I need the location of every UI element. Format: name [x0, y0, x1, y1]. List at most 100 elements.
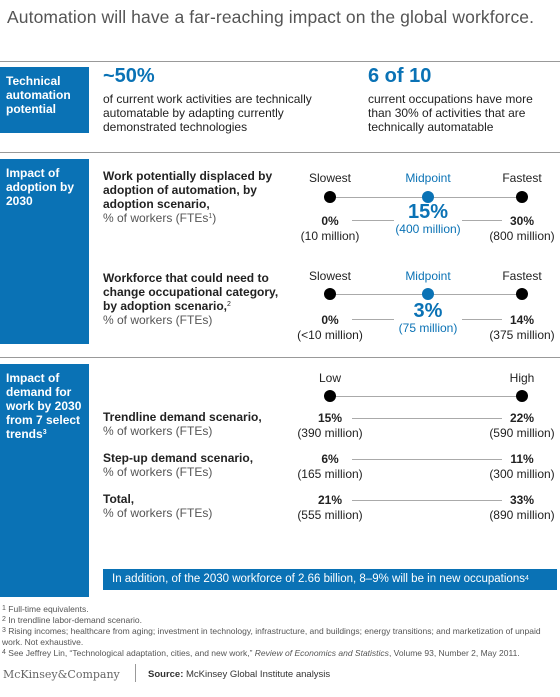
footnote-1: 1 Full-time equivalents. — [2, 604, 558, 615]
value-low-total: 21% (555 million) — [290, 493, 370, 523]
row-title-stepup: Step-up demand scenario, % of workers (F… — [103, 451, 303, 479]
value-pct: 22% — [509, 411, 535, 425]
dot-fastest — [516, 288, 528, 300]
footnote-ref: 1 — [208, 213, 213, 220]
value-count: (75 million) — [398, 321, 458, 335]
col-slowest: Slowest — [308, 269, 352, 283]
value-count: (800 million) — [489, 229, 555, 243]
section-divider — [0, 152, 560, 153]
value-pct: 15% — [317, 411, 343, 425]
source-text: McKinsey Global Institute analysis — [186, 669, 331, 680]
row-sub-text: % of workers (FTEs) — [103, 424, 213, 438]
value-pct: 0% — [321, 313, 339, 327]
value-pct: 21% — [317, 493, 343, 507]
brand-logo: McKinsey&Company — [3, 668, 120, 681]
dot-fastest — [516, 191, 528, 203]
dot-low — [324, 390, 336, 402]
col-midpoint: Midpoint — [405, 269, 451, 283]
value-low-stepup: 6% (165 million) — [290, 452, 370, 482]
value-count: (300 million) — [489, 467, 555, 481]
footnote-ref: 4 — [524, 575, 529, 582]
col-high: High — [509, 371, 535, 385]
footnote-num: 2 — [2, 616, 6, 623]
section-label-adoption: Impact of adoption by 2030 — [0, 159, 89, 344]
value-count: (375 million) — [489, 328, 555, 342]
value-count: (590 million) — [489, 426, 555, 440]
footnote-4: 4 See Jeffrey Lin, “Technological adapta… — [2, 648, 558, 659]
value-count: (555 million) — [297, 508, 363, 522]
value-pct: 6% — [321, 452, 339, 466]
section-divider — [0, 61, 560, 62]
value-count: (400 million) — [395, 222, 461, 236]
footnote-num: 4 — [2, 649, 6, 656]
value-low-trendline: 15% (390 million) — [290, 411, 370, 441]
row-sub-end: ) — [212, 211, 217, 225]
row-title-text: Trendline demand scenario, — [103, 410, 262, 424]
row-title-text: Workforce that could need to change occu… — [103, 271, 279, 313]
section-divider — [0, 357, 560, 358]
source-label: Source: — [148, 669, 184, 680]
footnote-ref: 3 — [42, 429, 47, 436]
row-sub-text: % of workers (FTEs) — [103, 313, 213, 327]
value-pct: 0% — [321, 214, 339, 228]
row-sub-text: % of workers (FTEs) — [103, 465, 213, 479]
dot-high — [516, 390, 528, 402]
value-high-total: 33% (890 million) — [482, 493, 560, 523]
value-midpoint-2: 3% (75 million) — [383, 301, 473, 336]
dot-midpoint — [422, 288, 434, 300]
stat-text-2: current occupations have more than 30% o… — [368, 92, 533, 134]
col-low: Low — [318, 371, 341, 385]
row-title-text: Total, — [103, 492, 135, 506]
value-count: (890 million) — [489, 508, 555, 522]
value-count: (390 million) — [297, 426, 363, 440]
connector-line — [352, 459, 502, 460]
value-high-trendline: 22% (590 million) — [482, 411, 560, 441]
col-fastest: Fastest — [502, 269, 542, 283]
value-count: (10 million) — [300, 229, 360, 243]
section-label-technical: Technical automation potential — [0, 67, 89, 133]
connector-line — [462, 220, 502, 221]
value-high-stepup: 11% (300 million) — [482, 452, 560, 482]
value-midpoint-1: 15% (400 million) — [383, 202, 473, 237]
value-fastest-1: 30% (800 million) — [482, 214, 560, 244]
footnote-num: 1 — [2, 605, 6, 612]
footer-divider — [135, 664, 136, 682]
dot-midpoint — [422, 191, 434, 203]
value-count: (<10 million) — [297, 328, 363, 342]
new-occupations-banner: In addition, of the 2030 workforce of 2.… — [103, 569, 557, 590]
value-pct: 14% — [509, 313, 535, 327]
connector-line — [352, 418, 502, 419]
row-title-text: Step-up demand scenario, — [103, 451, 254, 465]
value-pct: 33% — [509, 493, 535, 507]
row-title-total: Total, % of workers (FTEs) — [103, 492, 303, 520]
row-title-trendline: Trendline demand scenario, % of workers … — [103, 410, 303, 438]
source-note: Source: McKinsey Global Institute analys… — [148, 669, 330, 680]
value-pct: 30% — [509, 214, 535, 228]
footnotes: 1 Full-time equivalents. 2 In trendline … — [2, 604, 558, 659]
footnote-3: 3 Rising incomes; healthcare from aging;… — [2, 626, 558, 648]
footnote-text: See Jeffrey Lin, “Technological adaptati… — [8, 648, 255, 658]
connector-line — [462, 319, 502, 320]
banner-text: In addition, of the 2030 workforce of 2.… — [112, 573, 525, 585]
footnote-num: 3 — [2, 627, 6, 634]
value-count: (165 million) — [297, 467, 363, 481]
row-title-text: Work potentially displaced by adoption o… — [103, 169, 273, 211]
footnote-2: 2 In trendline labor-demand scenario. — [2, 615, 558, 626]
footnote-ref: 2 — [227, 301, 231, 308]
value-pct: 3% — [413, 300, 443, 322]
stat-text-1: of current work activities are technical… — [103, 92, 312, 134]
footnote-journal: Review of Economics and Statistics — [254, 648, 389, 658]
connector-line — [352, 319, 394, 320]
value-fastest-2: 14% (375 million) — [482, 313, 560, 343]
section-label-demand: Impact of demand for work by 2030 from 7… — [0, 364, 89, 597]
value-slowest-1: 0% (10 million) — [290, 214, 370, 244]
row-sub-text: % of workers (FTEs) — [103, 506, 213, 520]
footnote-text: , Volume 93, Number 2, May 2011. — [388, 648, 520, 658]
stat-big-1: ~50% — [103, 65, 155, 87]
row-title-occupational: Workforce that could need to change occu… — [103, 271, 293, 327]
footnote-text: In trendline labor-demand scenario. — [8, 615, 142, 625]
section-label-text: Impact of demand for work by 2030 from 7… — [6, 371, 82, 441]
dot-slowest — [324, 288, 336, 300]
row-sub-text: % of workers (FTEs — [103, 211, 209, 225]
page-title: Automation will have a far-reaching impa… — [7, 7, 535, 27]
